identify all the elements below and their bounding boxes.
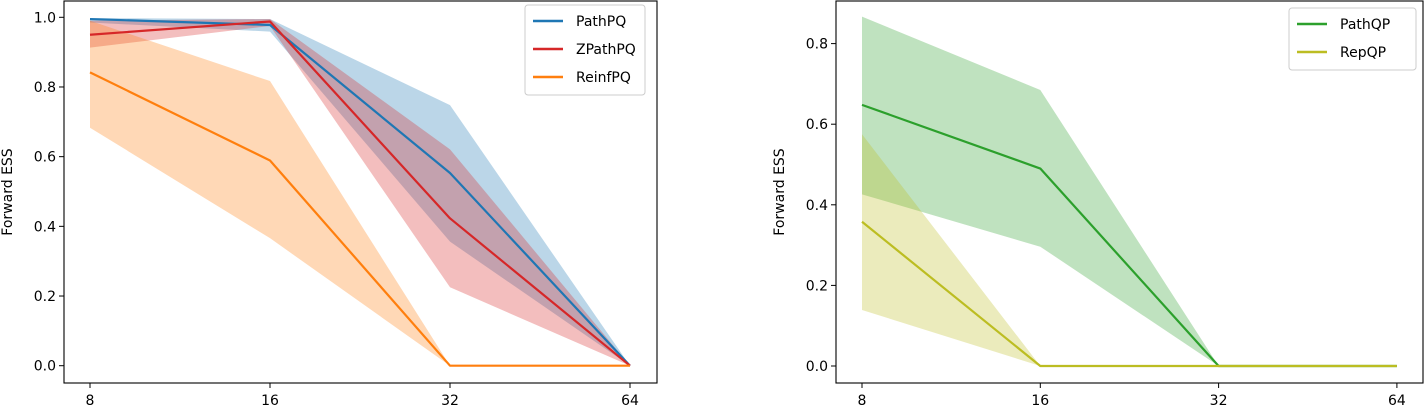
x-tick-label: 32 xyxy=(1210,393,1228,409)
x-tick-label: 32 xyxy=(441,393,459,409)
axes-frame xyxy=(835,0,1424,384)
y-tick-label: 0.0 xyxy=(34,359,56,375)
confidence-band-ZPathPQ xyxy=(90,19,630,366)
y-tick-label: 0.4 xyxy=(34,219,56,235)
legend-box xyxy=(524,4,646,96)
series-line-RepQP xyxy=(861,220,1397,368)
axes-frame xyxy=(63,0,658,384)
y-tick-label: 0.8 xyxy=(806,37,828,53)
legend-label: RepQP xyxy=(1340,45,1386,61)
x-tick-label: 64 xyxy=(621,393,639,409)
x-tick-label: 16 xyxy=(1031,393,1049,409)
series-line-ReinfPQ xyxy=(89,71,630,367)
y-tick-label: 0.8 xyxy=(34,80,56,96)
x-tick-label: 16 xyxy=(261,393,279,409)
y-tick-label: 1.0 xyxy=(34,10,56,26)
legend-label: PathPQ xyxy=(576,14,626,30)
y-tick-label: 0.2 xyxy=(34,289,56,305)
legend: PathPQ ZPathPQ ReinfPQ xyxy=(524,4,646,96)
confidence-band-ReinfPQ xyxy=(90,20,630,366)
y-tick-label: 0.6 xyxy=(806,117,828,133)
confidence-band-RepQP xyxy=(862,134,1397,366)
confidence-band-PathQP xyxy=(862,16,1397,367)
legend-label: ReinfPQ xyxy=(576,70,631,86)
x-tick-label: 64 xyxy=(1388,393,1406,409)
y-tick-label: 0.6 xyxy=(34,150,56,166)
legend: PathQP RepQP xyxy=(1288,7,1417,71)
x-tick-label: 8 xyxy=(858,393,867,409)
y-tick-label: 0.4 xyxy=(806,198,828,214)
y-axis-label: Forward ESS xyxy=(772,148,788,235)
series-line-PathPQ xyxy=(89,17,631,367)
x-tick-label: 8 xyxy=(86,393,95,409)
legend-label: ZPathPQ xyxy=(576,42,636,58)
confidence-band-PathPQ xyxy=(90,17,630,366)
y-tick-label: 0.2 xyxy=(806,278,828,294)
series-line-ZPathPQ xyxy=(89,20,631,367)
y-tick-label: 0.0 xyxy=(806,359,828,375)
chart-panel-2: 8 16 32 64 0.0 0.2 0.4 0.6 0.8 Forward ESS PathQP R… xyxy=(772,0,1424,409)
legend-label: PathQP xyxy=(1340,17,1390,33)
y-axis-label: Forward ESS xyxy=(0,148,16,235)
chart-panel-1: 8 16 32 64 0.0 0.2 0.4 0.6 0.8 1.0 Forward ESS Path… xyxy=(0,0,658,409)
